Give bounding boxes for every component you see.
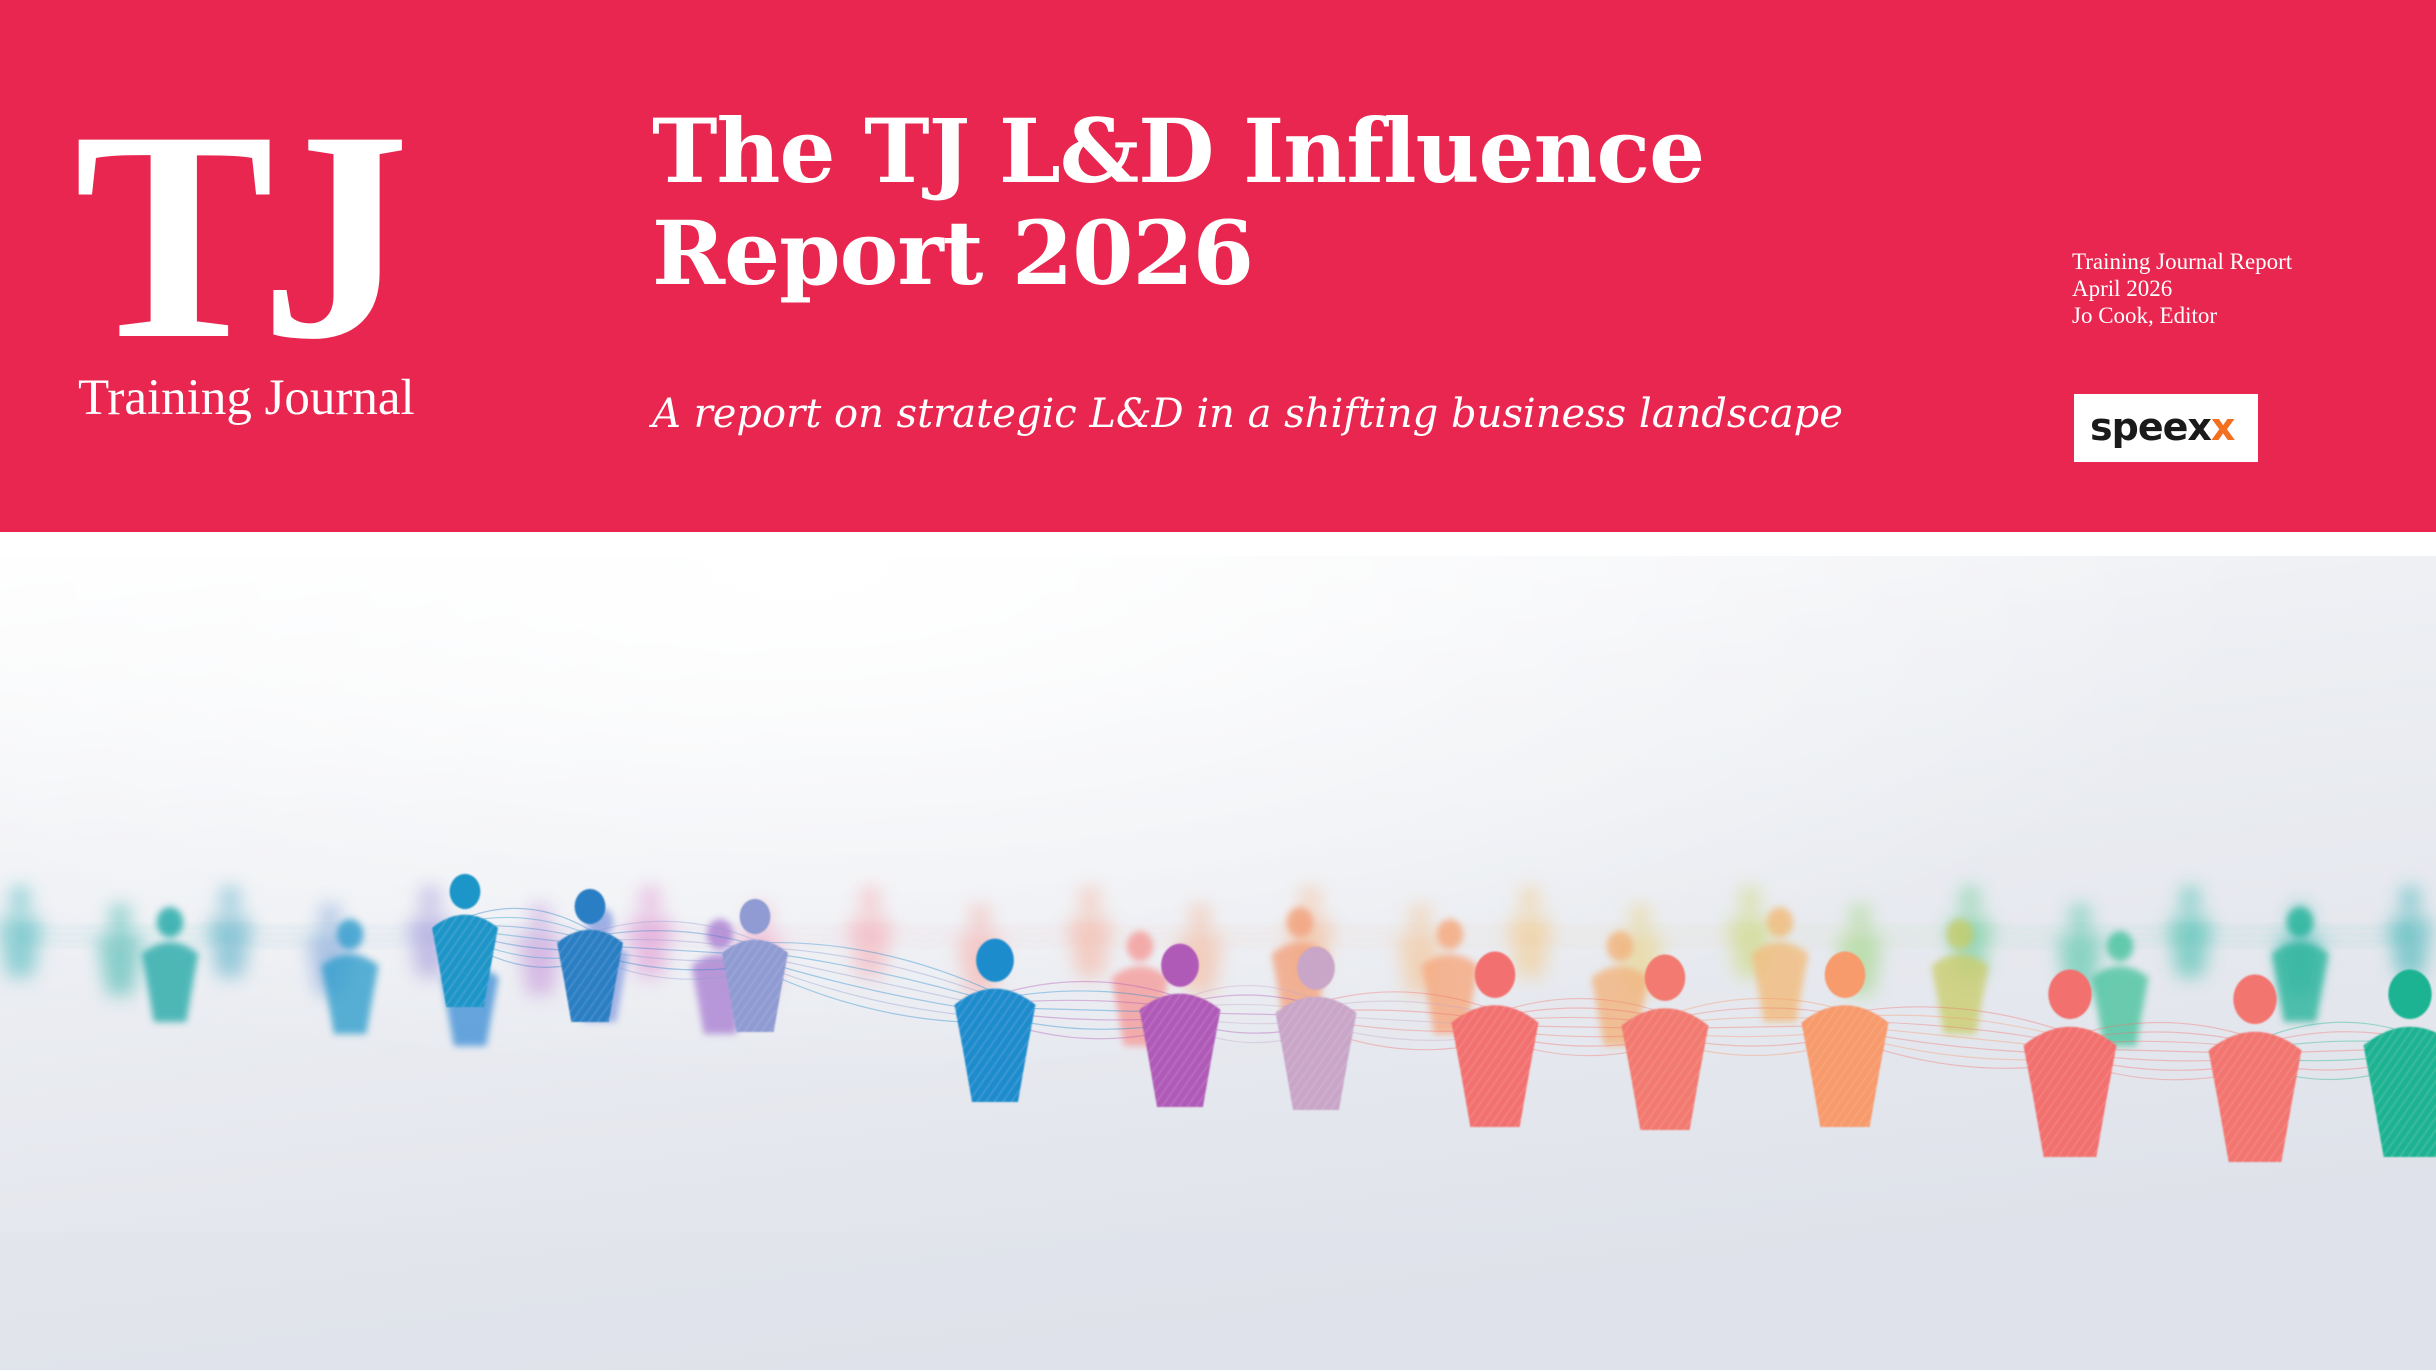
person-figure bbox=[847, 886, 893, 977]
person-figure bbox=[627, 886, 673, 977]
person-figure bbox=[0, 886, 43, 977]
person-figure bbox=[517, 904, 563, 995]
person-figure bbox=[1139, 943, 1221, 1107]
person-figure bbox=[1801, 951, 1889, 1127]
logo-name: Training Journal bbox=[78, 370, 415, 426]
meta-author: Jo Cook, Editor bbox=[2072, 303, 2218, 328]
person-figure bbox=[2023, 969, 2117, 1157]
logo-mark: TJ bbox=[74, 69, 410, 401]
figures-network-photo bbox=[0, 532, 2436, 1370]
person-figure bbox=[557, 888, 623, 1022]
report-subtitle: A report on strategic L&D in a shifting … bbox=[652, 391, 1843, 437]
person-figure bbox=[1067, 886, 1113, 977]
header-banner: TJ Training Journal The TJ L&D Influence… bbox=[0, 0, 2436, 532]
sponsor-name-main: speex bbox=[2090, 405, 2212, 449]
meta-publication: Training Journal Report bbox=[2072, 249, 2293, 274]
person-figure bbox=[141, 907, 199, 1022]
person-figure bbox=[2387, 886, 2433, 977]
tj-logo: TJ Training Journal bbox=[74, 85, 458, 428]
person-figure bbox=[1507, 886, 1553, 977]
person-figure bbox=[1931, 919, 1989, 1034]
person-figure bbox=[1275, 946, 1357, 1110]
person-figure bbox=[1751, 907, 1809, 1022]
person-figure bbox=[207, 886, 253, 977]
sponsor-name-accent: x bbox=[2210, 405, 2235, 449]
report-title: The TJ L&D Influence Report 2026 bbox=[652, 99, 1705, 305]
meta-date: April 2026 bbox=[2072, 276, 2173, 301]
person-figure bbox=[1397, 904, 1443, 995]
person-figure bbox=[954, 938, 1036, 1102]
person-figure bbox=[2091, 931, 2149, 1046]
person-figure bbox=[722, 898, 788, 1032]
sponsor-logo: speexx bbox=[2074, 394, 2258, 462]
person-figure bbox=[1451, 951, 1539, 1127]
person-figure bbox=[2208, 974, 2302, 1162]
sponsor-wordmark: speexx bbox=[2090, 403, 2235, 451]
person-figure bbox=[1621, 954, 1709, 1130]
report-meta: Training Journal Report April 2026 Jo Co… bbox=[2072, 248, 2412, 329]
person-figure bbox=[2363, 969, 2436, 1157]
person-figure bbox=[2167, 886, 2213, 977]
cover-photo bbox=[0, 532, 2436, 1370]
person-figure bbox=[97, 904, 143, 995]
person-figure bbox=[432, 873, 498, 1007]
